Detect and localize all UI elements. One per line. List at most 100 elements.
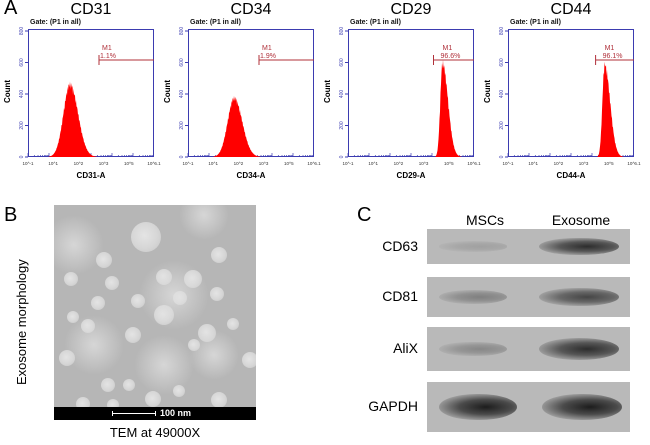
blot-strip-cd81 <box>427 277 630 317</box>
histogram-cd44: 0 200 400 600 800 10^-1 10^1 10^2 10^3 10^5 10^6.1… <box>499 27 641 166</box>
tem-caption: TEM at 49000X <box>109 425 201 440</box>
exosome-vesicle <box>210 287 224 301</box>
scale-line-icon <box>112 411 156 416</box>
gate-label: Gate: (P1 in all) <box>30 19 81 26</box>
histogram-cd29: 0 200 400 600 800 10^-1 10^1 10^2 10^3 10^5 10^6.1… <box>339 27 481 166</box>
svg-text:10^5: 10^5 <box>124 161 134 166</box>
blot-label-gapdh: GAPDH <box>368 398 418 414</box>
y-axis-label: Count <box>483 79 492 103</box>
svg-text:10^1: 10^1 <box>368 161 378 166</box>
exosome-vesicle <box>105 276 119 290</box>
exosome-vesicle <box>91 296 105 310</box>
svg-text:10^-1: 10^-1 <box>342 161 354 166</box>
panel-letter-c: C <box>357 204 372 226</box>
histogram-cd31: 0 200 400 600 800 10^-1 10^1 10^2 10^3 10^5 10^6.1… <box>19 27 161 166</box>
svg-text:10^2: 10^2 <box>554 161 564 166</box>
svg-text:10^3: 10^3 <box>259 161 269 166</box>
histogram-plot: 0 200 400 600 800 10^-1 10^1 10^2 10^3 10^5 10^6.1… <box>179 27 321 166</box>
exosome-morphology-label: Exosome morphology <box>14 259 29 385</box>
svg-text:10^1: 10^1 <box>208 161 218 166</box>
svg-text:600: 600 <box>19 58 25 67</box>
exosome-vesicle <box>131 222 161 252</box>
lane-label-exosome: Exosome <box>551 212 611 228</box>
exosome-vesicle <box>101 378 115 392</box>
svg-text:800: 800 <box>179 27 185 36</box>
x-axis-label: CD29-A <box>396 171 426 180</box>
histogram-title: CD34 <box>230 1 272 18</box>
histogram-area <box>28 81 154 157</box>
exosome-vesicle <box>145 391 161 407</box>
y-axis-label: Count <box>3 79 12 103</box>
blot-strip-alix <box>427 327 630 371</box>
gate-marker-label: M1 <box>443 45 453 52</box>
blot-label-alix: AliX <box>393 340 418 356</box>
exosome-vesicle <box>64 272 78 286</box>
histogram-area <box>188 95 314 157</box>
histogram-title: CD29 <box>390 1 432 18</box>
svg-text:10^2: 10^2 <box>74 161 84 166</box>
gate-marker-label: M1 <box>102 45 112 52</box>
gate-label: Gate: (P1 in all) <box>510 19 561 26</box>
scale-bar-label: 100 nm <box>160 408 192 418</box>
svg-text:0: 0 <box>179 155 185 158</box>
svg-text:400: 400 <box>499 90 505 99</box>
histogram-area <box>348 59 474 157</box>
svg-text:800: 800 <box>339 27 345 36</box>
svg-text:10^1: 10^1 <box>528 161 538 166</box>
histogram-area <box>508 61 634 157</box>
gate-percent: 1.1% <box>100 53 116 60</box>
background-haze <box>139 260 209 330</box>
histogram-title: CD31 <box>70 1 112 18</box>
svg-text:10^2: 10^2 <box>234 161 244 166</box>
svg-text:10^1: 10^1 <box>48 161 58 166</box>
svg-text:200: 200 <box>339 121 345 130</box>
gate-marker-label: M1 <box>262 45 272 52</box>
protein-band <box>539 237 619 256</box>
panel-letter-a: A <box>4 0 18 19</box>
protein-band <box>439 393 517 421</box>
protein-band <box>539 337 619 361</box>
background-haze <box>189 330 239 380</box>
gate-marker-label: M1 <box>605 45 615 52</box>
gate-label: Gate: (P1 in all) <box>350 19 401 26</box>
scale-bar: 100 nm <box>54 407 256 420</box>
svg-text:400: 400 <box>179 90 185 99</box>
tem-micrograph: 100 nm <box>54 205 256 420</box>
svg-text:10^5: 10^5 <box>284 161 294 166</box>
histogram-cd34: 0 200 400 600 800 10^-1 10^1 10^2 10^3 10^5 10^6.1… <box>179 27 321 166</box>
svg-text:10^-1: 10^-1 <box>22 161 34 166</box>
exosome-vesicle <box>211 247 227 263</box>
svg-text:10^5: 10^5 <box>604 161 614 166</box>
svg-text:0: 0 <box>499 155 505 158</box>
protein-band <box>439 341 507 357</box>
svg-text:10^2: 10^2 <box>394 161 404 166</box>
svg-text:10^6.1: 10^6.1 <box>147 161 161 166</box>
svg-text:0: 0 <box>339 155 345 158</box>
gate-percent: 96.1% <box>603 53 623 60</box>
exosome-vesicle <box>242 352 256 368</box>
background-haze <box>179 205 229 240</box>
svg-text:600: 600 <box>179 58 185 67</box>
protein-band <box>439 241 507 252</box>
gate-percent: 1.9% <box>260 53 276 60</box>
svg-text:800: 800 <box>499 27 505 36</box>
svg-text:10^6.1: 10^6.1 <box>627 161 641 166</box>
svg-text:10^-1: 10^-1 <box>502 161 514 166</box>
x-axis-label: CD44-A <box>556 171 586 180</box>
blot-label-cd81: CD81 <box>382 288 418 304</box>
histogram-plot: 0 200 400 600 800 10^-1 10^1 10^2 10^3 10^5 10^6.1… <box>19 27 161 166</box>
x-axis-label: CD34-A <box>236 171 266 180</box>
blot-strip-cd63 <box>427 229 630 264</box>
svg-text:400: 400 <box>339 90 345 99</box>
x-axis-label: CD31-A <box>76 171 106 180</box>
protein-band <box>539 287 619 307</box>
svg-text:600: 600 <box>339 58 345 67</box>
svg-text:10^6.1: 10^6.1 <box>467 161 481 166</box>
exosome-vesicle <box>211 392 227 408</box>
svg-text:600: 600 <box>499 58 505 67</box>
background-haze <box>54 215 104 275</box>
protein-band <box>542 393 622 421</box>
svg-text:10^-1: 10^-1 <box>182 161 194 166</box>
svg-text:10^5: 10^5 <box>444 161 454 166</box>
y-axis-label: Count <box>323 79 332 103</box>
